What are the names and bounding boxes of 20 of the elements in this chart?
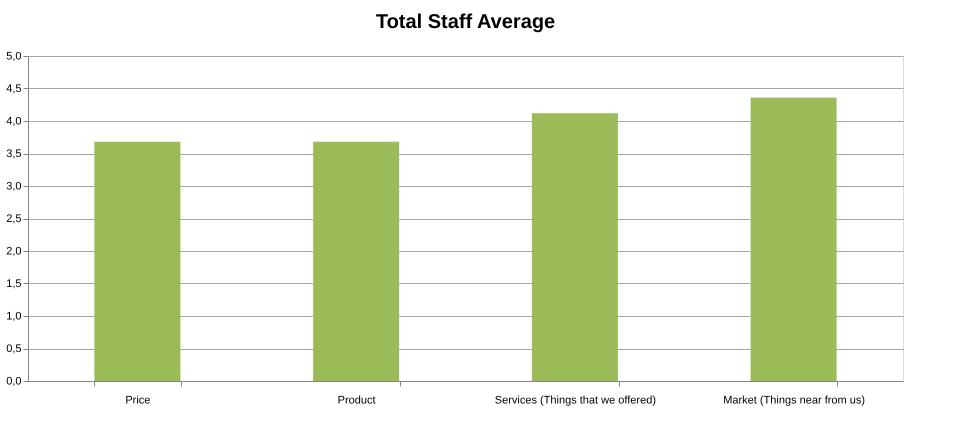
chart-title: Total Staff Average	[376, 11, 556, 33]
x-tick-label: Product	[338, 394, 376, 406]
y-tick-label: 2,5	[6, 213, 22, 225]
x-tick-label: Price	[125, 394, 150, 406]
bar	[313, 142, 400, 381]
bar	[532, 113, 618, 381]
bar	[750, 98, 837, 381]
y-tick-label: 1,5	[6, 278, 22, 290]
y-tick-label: 4,0	[6, 116, 22, 128]
y-tick-label: 3,0	[6, 180, 22, 192]
x-tick-label: Services (Things that we offered)	[494, 394, 656, 406]
y-tick-label: 0,5	[6, 343, 22, 355]
y-tick-label: 5,0	[6, 50, 22, 62]
y-tick-label: 0,0	[6, 376, 22, 388]
y-tick-label: 1,0	[6, 310, 22, 322]
x-tick-label: Market (Things near from us)	[723, 394, 866, 406]
y-tick-label: 2,0	[6, 246, 22, 258]
bar	[94, 142, 180, 381]
y-tick-label: 4,5	[6, 83, 22, 95]
y-tick-label: 3,5	[6, 148, 22, 160]
